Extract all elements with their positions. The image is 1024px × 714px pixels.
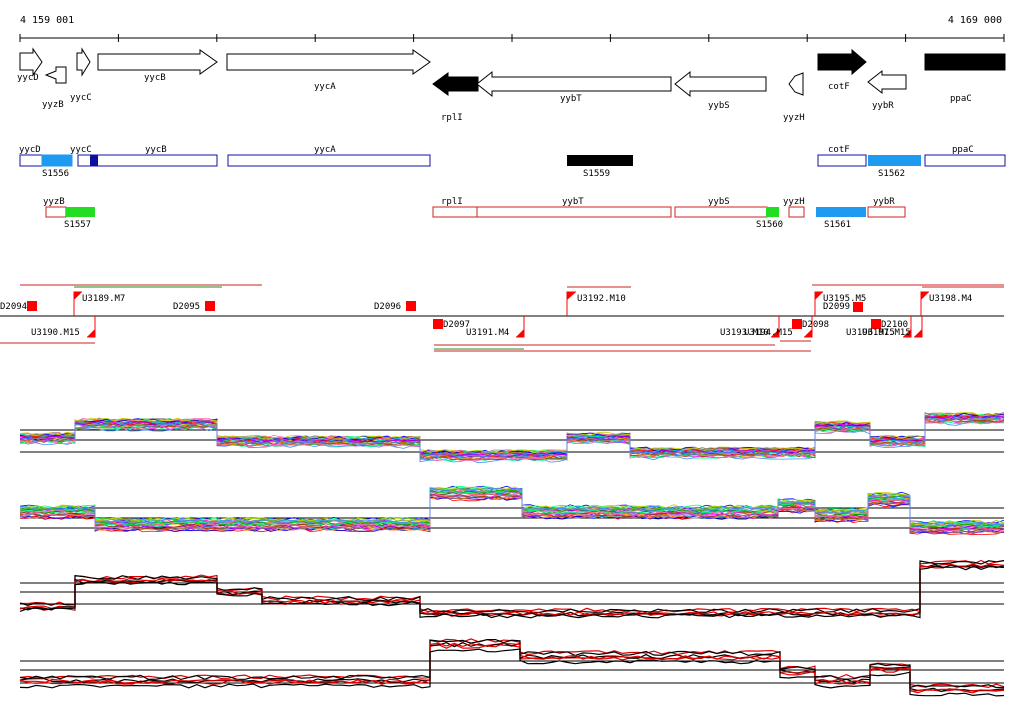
tu-label: U3194.M15: [744, 328, 793, 338]
tu-label: D2099: [823, 302, 850, 312]
gene-label: yybT: [560, 94, 582, 104]
gene-label: yycC: [70, 93, 92, 103]
gene-label: yyzB: [42, 100, 64, 110]
gene-label: yycB: [144, 73, 166, 83]
gene-yyzB[interactable]: yyzB: [42, 66, 67, 110]
red-fill-label: S1560: [756, 220, 783, 230]
red-annotation-track: yyzB rplI yybT yybS yyzH yybR S1557 S156…: [43, 197, 906, 230]
tu-label: U3193.M10: [720, 328, 769, 338]
gene-label: yybS: [708, 101, 730, 111]
gene-yycA[interactable]: yycA: [226, 49, 431, 92]
gene-label: yyzH: [783, 113, 805, 123]
red-label: yybS: [708, 197, 730, 207]
tu-bottom-markers: [87, 316, 923, 338]
tu-label: U3189.M7: [82, 294, 125, 304]
gene-label: yybR: [872, 101, 894, 111]
tu-label: D2098: [802, 320, 829, 330]
tu-label: D2094: [0, 302, 27, 312]
gene-yyzH[interactable]: yyzH: [783, 72, 805, 123]
gene-track: yycD yyzB yycC yycB yycA rplI yy: [17, 47, 1006, 123]
blue-label: yycA: [314, 145, 336, 155]
tu-top-markers: [27, 291, 929, 316]
red-label: yybR: [873, 197, 895, 207]
feature-yybT[interactable]: [476, 206, 672, 218]
coord-end-label: 4 169 000: [948, 15, 1002, 26]
fill-S1562[interactable]: [868, 155, 921, 166]
gene-label: rplI: [441, 113, 463, 123]
tu-label: U3198.M4: [929, 294, 972, 304]
gene-yycC[interactable]: yycC: [70, 47, 92, 103]
blue-label: yycC: [70, 145, 92, 155]
blue-label: ppaC: [952, 145, 974, 155]
coord-start-label: 4 159 001: [20, 15, 74, 26]
gene-yybS[interactable]: yybS: [674, 70, 767, 111]
feature-yycC-fill: [90, 155, 98, 166]
profile-panel-2: [19, 485, 1005, 536]
feature-yycD[interactable]: [19, 154, 43, 167]
gene-label: ppaC: [950, 94, 972, 104]
gene-label: yycD: [17, 73, 39, 83]
red-label: yybT: [562, 197, 584, 207]
feature-cotF[interactable]: [817, 154, 867, 167]
fill-S1561[interactable]: [816, 207, 866, 217]
gene-label: yycA: [314, 82, 336, 92]
tu-label: D2095: [173, 302, 200, 312]
feature-rplI[interactable]: [432, 206, 478, 218]
gene-yybR[interactable]: yybR: [867, 69, 907, 111]
fill-S1556[interactable]: [41, 154, 73, 167]
profile-panel-4: [19, 638, 1005, 697]
gene-yybT[interactable]: yybT: [476, 70, 672, 104]
tu-label: U3195.M5: [823, 294, 866, 304]
ruler-ticks: [19, 34, 1005, 42]
gene-label: cotF: [828, 82, 850, 92]
blue-fill-label: S1562: [878, 169, 905, 179]
transcript-track: D2094 U3189.M7 D2095 D2096 U3192.M10 U31…: [0, 284, 1004, 352]
tu-label: U3192.M10: [577, 294, 626, 304]
blue-annotation-track: yycD yycC yycB yycA cotF ppaC S1556 S155…: [19, 145, 1006, 179]
red-label: yyzH: [783, 197, 805, 207]
red-fill-label: S1557: [64, 220, 91, 230]
feature-ppaC[interactable]: [924, 154, 1006, 167]
gene-yycD[interactable]: yycD: [17, 47, 43, 83]
feature-yycA[interactable]: [227, 154, 431, 167]
red-label: rplI: [441, 197, 463, 207]
gene-ppaC[interactable]: ppaC: [924, 53, 1006, 104]
gene-yycB[interactable]: yycB: [97, 49, 218, 83]
tu-label: U3196.M15: [846, 328, 895, 338]
blue-label: yycD: [19, 145, 41, 155]
red-fill-label: S1561: [824, 220, 851, 230]
fill-S1557[interactable]: [66, 207, 95, 217]
red-label: yyzB: [43, 197, 65, 207]
fill-S1559[interactable]: [567, 155, 633, 166]
gene-rplI[interactable]: rplI: [432, 72, 479, 123]
tu-label: D2096: [374, 302, 401, 312]
tu-label: U3191.M4: [466, 328, 509, 338]
feature-yybR[interactable]: [867, 206, 906, 218]
blue-label: yycB: [145, 145, 167, 155]
tu-label: D2100: [881, 320, 908, 330]
tu-label: D2097: [443, 320, 470, 330]
expression-profiles: [19, 412, 1005, 697]
coordinate-ruler: 4 159 001 4 169 000: [19, 15, 1005, 42]
gene-cotF[interactable]: cotF: [817, 48, 867, 92]
feature-yybS[interactable]: [674, 206, 768, 218]
feature-yyzH[interactable]: [788, 206, 805, 218]
profile-panel-3: [19, 559, 1005, 619]
blue-label: cotF: [828, 145, 850, 155]
feature-yyzB[interactable]: [45, 206, 67, 218]
fill-S1560[interactable]: [766, 207, 779, 217]
blue-fill-label: S1559: [583, 169, 610, 179]
tu-label: U3190.M15: [31, 328, 80, 338]
blue-fill-label: S1556: [42, 169, 69, 179]
feature-yycB[interactable]: [77, 154, 218, 167]
profile-panel-1: [19, 412, 1005, 463]
tu-label: U3197.M15: [862, 328, 911, 338]
